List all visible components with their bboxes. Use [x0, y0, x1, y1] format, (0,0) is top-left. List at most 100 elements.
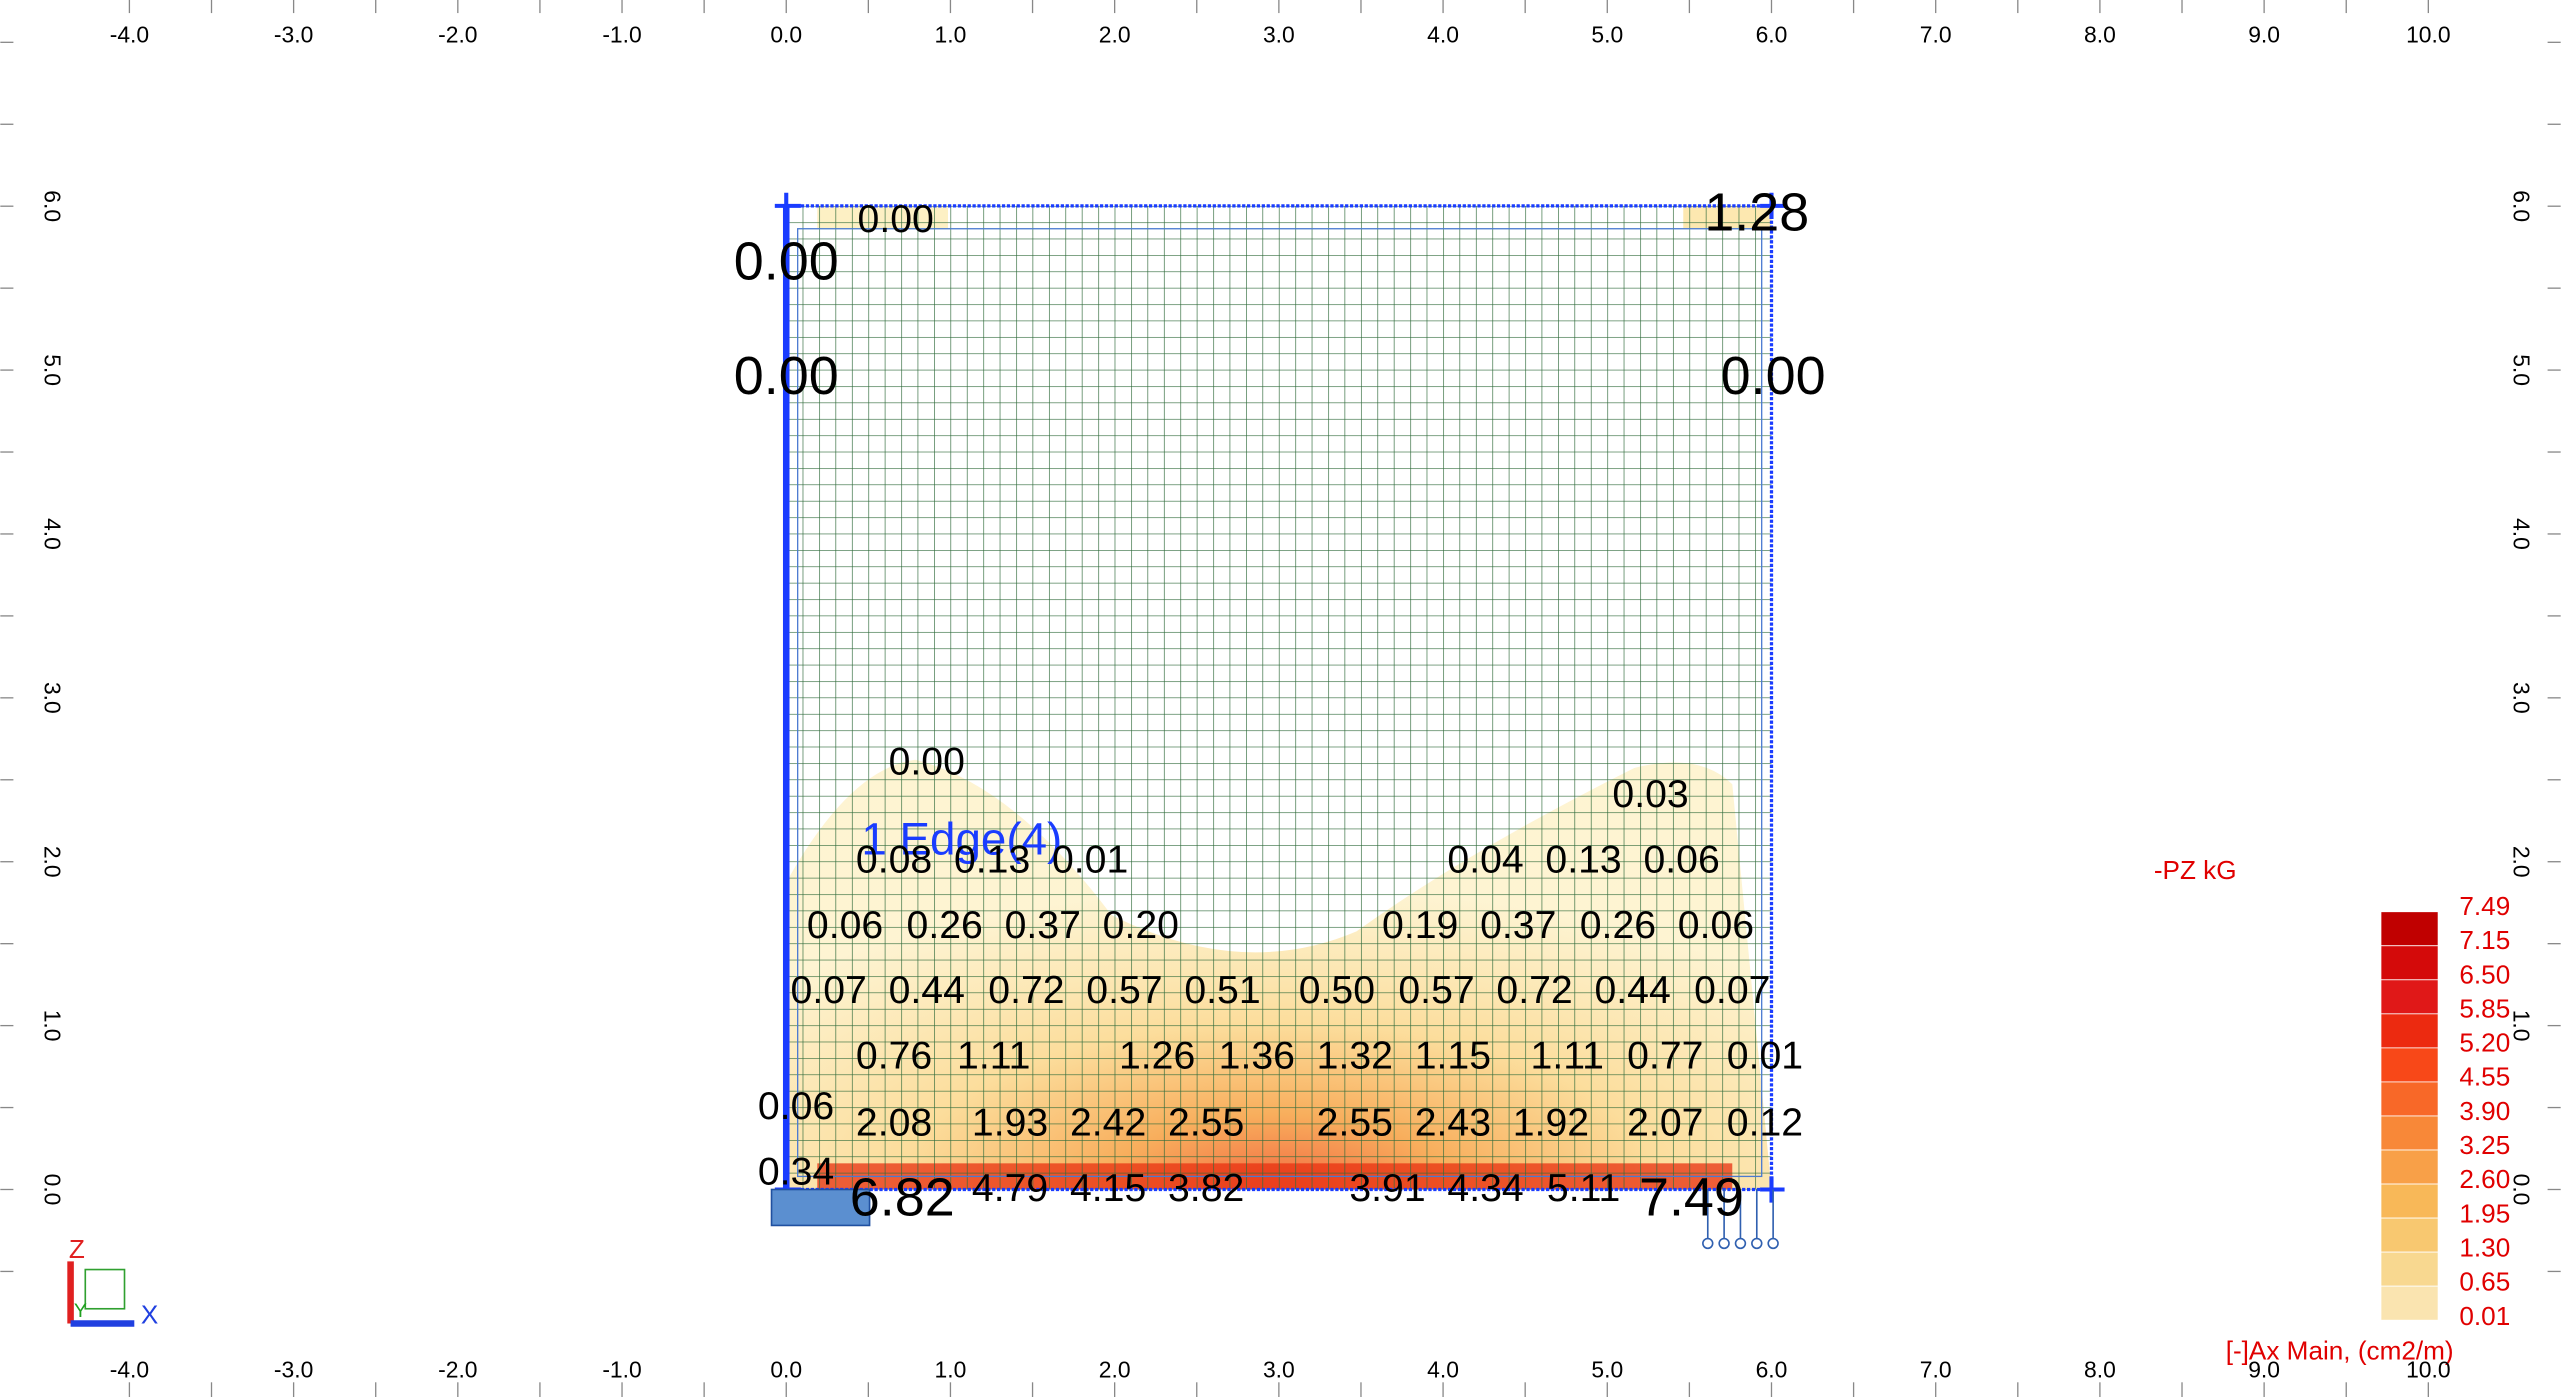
legend-swatch [2380, 1081, 2439, 1117]
ruler-label: 0.0 [770, 1356, 802, 1382]
legend-level: 0.01 [2459, 1301, 2510, 1331]
contour-value: 2.42 [1070, 1102, 1146, 1145]
contour-value: 0.03 [1612, 773, 1688, 816]
contour-value: 4.34 [1447, 1167, 1523, 1210]
extreme-value: 0.00 [734, 346, 839, 406]
legend-swatch [2380, 1047, 2439, 1083]
contour-value: 0.76 [856, 1035, 932, 1078]
ruler-label: 0.0 [39, 1174, 65, 1206]
extreme-value: 7.49 [1639, 1168, 1744, 1228]
contour-value: 0.44 [1594, 969, 1670, 1012]
ruler-label: 4.0 [1427, 1356, 1459, 1382]
ruler-label: 7.0 [1920, 1356, 1952, 1382]
ruler-label: 3.0 [2508, 682, 2534, 714]
contour-value: 0.07 [1694, 969, 1770, 1012]
ruler-label: -1.0 [602, 21, 641, 47]
ruler-label: -4.0 [110, 21, 149, 47]
contour-value: 0.04 [1447, 839, 1523, 882]
ruler-label: 1.0 [2508, 1010, 2534, 1042]
contour-value: 0.57 [1398, 969, 1474, 1012]
contour-value: 0.12 [1727, 1102, 1803, 1145]
legend-level: 1.95 [2459, 1198, 2510, 1228]
legend-swatch [2380, 1013, 2439, 1049]
legend-level: 6.50 [2459, 959, 2510, 989]
ruler-label: 10.0 [2406, 1356, 2450, 1382]
legend-title: -PZ kG [2154, 855, 2237, 885]
ruler-label: 2.0 [2508, 846, 2534, 878]
ruler-label: -1.0 [602, 1356, 641, 1382]
contour-value: 0.00 [889, 740, 965, 783]
contour-value: 0.51 [1184, 969, 1260, 1012]
legend-swatch [2380, 1183, 2439, 1219]
legend-swatch [2380, 945, 2439, 981]
contour-value: 2.55 [1317, 1102, 1393, 1145]
ruler-label: 4.0 [39, 518, 65, 550]
contour-value: 0.57 [1086, 969, 1162, 1012]
contour-value: 1.26 [1119, 1035, 1195, 1078]
contour-value: 0.72 [988, 969, 1064, 1012]
legend-level: 7.49 [2459, 891, 2510, 921]
legend-level: 0.65 [2459, 1267, 2510, 1297]
contour-value: 0.34 [758, 1151, 834, 1194]
supports [770, 1188, 1779, 1250]
ruler-label: 1.0 [935, 1356, 967, 1382]
contour-value: 0.77 [1627, 1035, 1703, 1078]
legend-swatch [2380, 1285, 2439, 1321]
contour-value: 0.00 [858, 198, 934, 241]
contour-value: 2.08 [856, 1102, 932, 1145]
ruler-label: 1.0 [935, 21, 967, 47]
contour-value: 4.15 [1070, 1167, 1146, 1210]
ruler-label: 3.0 [39, 682, 65, 714]
legend-level: 5.20 [2459, 1028, 2510, 1058]
ruler-label: 0.0 [770, 21, 802, 47]
legend-swatch [2380, 979, 2439, 1015]
contour-value: 0.72 [1496, 969, 1572, 1012]
ruler-label: 2.0 [1099, 21, 1131, 47]
ruler-label: 6.0 [39, 190, 65, 222]
legend-swatch [2380, 1115, 2439, 1151]
ruler-label: 5.0 [1591, 1356, 1623, 1382]
contour-value: 1.11 [1531, 1035, 1604, 1078]
ruler-label: -2.0 [438, 1356, 477, 1382]
legend-swatch [2380, 1217, 2439, 1253]
contour-value: 0.50 [1299, 969, 1375, 1012]
ruler-label: 6.0 [1756, 21, 1788, 47]
ruler-label: 5.0 [39, 354, 65, 386]
legend-level: 3.90 [2459, 1096, 2510, 1126]
contour-value: 1.32 [1317, 1035, 1393, 1078]
triad: Z Y X [67, 1234, 158, 1329]
legend-swatch [2380, 911, 2439, 947]
ruler-label: 6.0 [1756, 1356, 1788, 1382]
contour-value: 0.37 [1480, 904, 1556, 947]
contour-value: 3.82 [1168, 1167, 1244, 1210]
legend-level: 4.55 [2459, 1062, 2510, 1092]
contour-value: 0.13 [954, 839, 1030, 882]
legend-level: 2.60 [2459, 1164, 2510, 1194]
mesh [786, 205, 1772, 1190]
legend-swatch [2380, 1251, 2439, 1287]
contour-value: 0.06 [1643, 839, 1719, 882]
ruler-label: 3.0 [1263, 21, 1295, 47]
legend-level: 7.15 [2459, 925, 2510, 955]
contour-value: 1.36 [1219, 1035, 1295, 1078]
contour-value: 1.11 [957, 1035, 1030, 1078]
legend-level: 5.85 [2459, 993, 2510, 1023]
ruler-label: 3.0 [1263, 1356, 1295, 1382]
ruler-label: 6.0 [2508, 190, 2534, 222]
contour-value: 1.92 [1513, 1102, 1589, 1145]
ruler-label: 5.0 [1591, 21, 1623, 47]
contour-value: 0.26 [1580, 904, 1656, 947]
contour-value: 0.26 [907, 904, 983, 947]
contour-value: 2.07 [1627, 1102, 1703, 1145]
ruler-label: 9.0 [2248, 1356, 2280, 1382]
ruler-label: 2.0 [39, 846, 65, 878]
ruler-label: 8.0 [2084, 1356, 2116, 1382]
contour-value: 0.06 [758, 1085, 834, 1128]
ruler-label: 10.0 [2406, 21, 2450, 47]
contour-value: 0.37 [1005, 904, 1081, 947]
ruler-label: 9.0 [2248, 21, 2280, 47]
contour-value: 0.01 [1052, 839, 1128, 882]
ruler-label: 4.0 [2508, 518, 2534, 550]
legend-caption: [-]Ax Main, (cm2/m) [2226, 1335, 2454, 1365]
